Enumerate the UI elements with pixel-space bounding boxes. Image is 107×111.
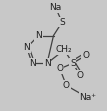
- Text: N: N: [44, 59, 51, 68]
- Text: Na⁺: Na⁺: [79, 93, 96, 102]
- Text: N: N: [23, 43, 30, 52]
- Text: O: O: [56, 64, 63, 73]
- Text: O: O: [82, 51, 89, 60]
- Text: O: O: [77, 71, 84, 80]
- Text: Na: Na: [50, 3, 62, 12]
- Text: N: N: [29, 59, 36, 68]
- Text: N: N: [35, 31, 42, 40]
- Text: S: S: [70, 59, 76, 68]
- Text: CH₂: CH₂: [56, 45, 73, 55]
- Text: O: O: [63, 81, 70, 90]
- Text: S: S: [59, 18, 65, 27]
